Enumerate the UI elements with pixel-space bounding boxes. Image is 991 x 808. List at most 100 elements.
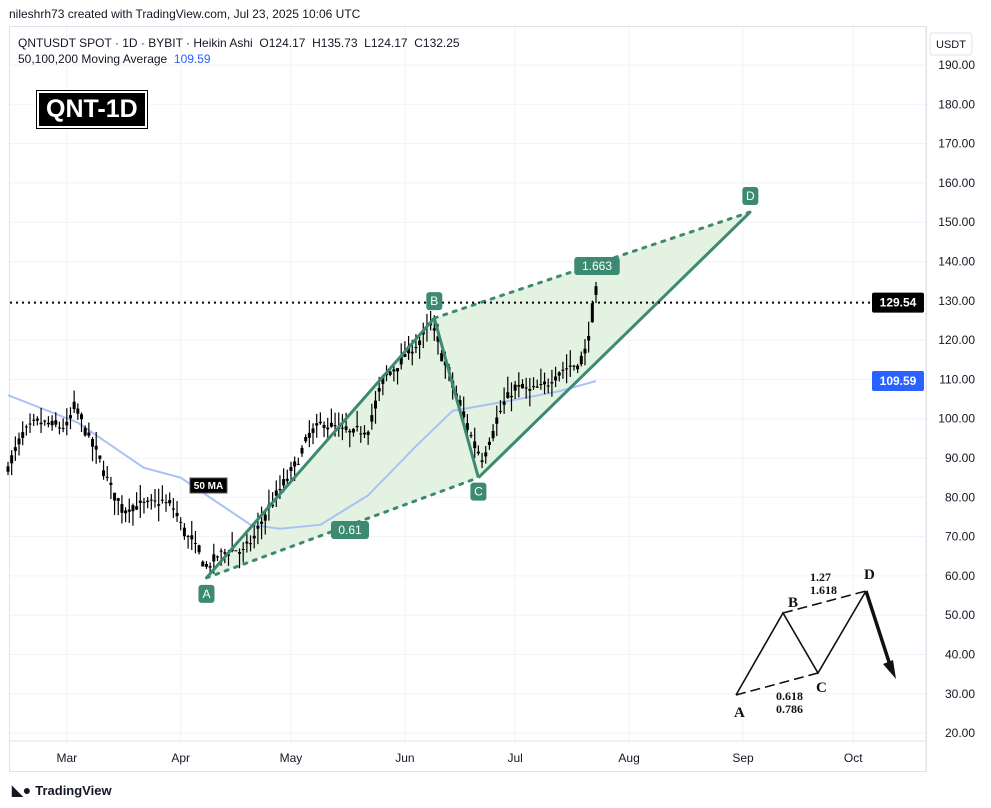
ma-legend-label[interactable]: 50,100,200 Moving Average — [18, 52, 168, 66]
pattern-leg[interactable] — [432, 317, 480, 479]
y-tick-label: 30.00 — [945, 687, 975, 701]
y-tick-label: 180.00 — [938, 97, 975, 111]
candle-body — [256, 526, 260, 529]
candle-body — [57, 427, 61, 429]
harmonic-pattern — [204, 210, 752, 580]
ma50-line — [7, 380, 597, 530]
candle-body — [135, 506, 139, 510]
candle-body — [517, 384, 521, 387]
ma-legend-value: 109.59 — [173, 52, 211, 66]
candle-body — [414, 346, 418, 349]
pattern-ratio-line[interactable] — [204, 476, 480, 580]
symbol-info[interactable]: QNTUSDT SPOT · 1D · BYBIT · Heikin Ashi — [18, 36, 253, 50]
candle-body — [359, 433, 363, 435]
y-tick-label: 110.00 — [939, 372, 975, 386]
candle-body — [590, 303, 594, 323]
point-label-d: D — [742, 186, 759, 205]
candle-body — [524, 387, 528, 389]
attribution: nileshrh73 created with TradingView.com,… — [9, 7, 361, 21]
candle-body — [6, 466, 10, 472]
candle-body — [315, 423, 319, 426]
svg-text:C: C — [474, 485, 483, 499]
candle-body — [282, 479, 286, 486]
svg-text:USDT: USDT — [936, 39, 966, 51]
candle-body — [521, 383, 524, 389]
candle-body — [594, 286, 598, 295]
candle-body — [94, 445, 98, 450]
candle-body — [300, 447, 304, 454]
candle-body — [201, 561, 205, 567]
inset-ratio: 0.786 — [776, 702, 803, 716]
candle-body — [149, 499, 153, 501]
candle-body — [554, 376, 558, 381]
price-axis[interactable]: 20.00 30.00 40.00 50.00 60.00 70.00 80.00 90.00… — [938, 58, 975, 740]
svg-text:129.54: 129.54 — [880, 296, 917, 310]
candle-body — [35, 418, 39, 421]
candle-body — [193, 542, 197, 544]
candle-body — [212, 554, 216, 562]
candle-body — [296, 463, 300, 465]
candle-body — [348, 430, 352, 433]
candle-body — [190, 535, 194, 540]
tradingview-logo[interactable]: ◣● TradingView — [12, 782, 112, 799]
candle-body — [80, 414, 83, 420]
candle-body — [550, 382, 554, 384]
inset-legs — [735, 590, 867, 696]
candle-body — [83, 427, 87, 436]
candle-body — [491, 431, 495, 439]
candle-body — [532, 386, 536, 388]
candle-body — [340, 427, 344, 429]
candle-body — [65, 421, 69, 426]
candle-body — [46, 422, 50, 425]
candle-body — [465, 423, 469, 431]
candle-body — [579, 355, 583, 365]
candle-body — [565, 368, 569, 370]
currency-button[interactable]: USDT — [929, 32, 973, 56]
candle-body — [72, 401, 76, 410]
y-tick-label: 40.00 — [945, 648, 975, 662]
inset-ratio: 1.27 — [810, 570, 831, 584]
candle-body — [392, 369, 396, 372]
candle-body — [124, 510, 128, 514]
x-tick-label: Aug — [618, 751, 639, 765]
y-tick-label: 80.00 — [945, 490, 975, 504]
candle-body — [377, 387, 381, 392]
candle-body — [263, 514, 267, 521]
candle-body — [204, 563, 208, 567]
candle-body — [304, 437, 308, 442]
candle-body — [21, 432, 25, 438]
current-price-label: 129.54 — [872, 292, 924, 313]
svg-text:B: B — [430, 294, 438, 308]
candle-body — [24, 426, 28, 428]
pattern-leg[interactable] — [477, 210, 752, 479]
candle-body — [399, 355, 403, 365]
candle-body — [13, 447, 17, 451]
candle-body — [513, 384, 517, 391]
candle-body — [50, 420, 54, 426]
candle-body — [572, 365, 576, 367]
y-tick-label: 160.00 — [938, 176, 975, 190]
candle-body — [410, 351, 414, 354]
candle-body — [403, 353, 407, 357]
tradingview-logo-text: TradingView — [35, 783, 112, 798]
candle-body — [109, 482, 113, 485]
candle-body — [557, 372, 561, 376]
candle-body — [153, 500, 157, 502]
candle-body — [480, 460, 484, 463]
ratio-label-ac: 0.61 — [331, 521, 369, 539]
candle-body — [274, 490, 278, 496]
candle-body — [436, 336, 440, 342]
candle-body — [381, 375, 385, 384]
pattern-leg[interactable] — [205, 317, 436, 579]
y-tick-label: 50.00 — [945, 608, 975, 622]
candle-body — [260, 521, 264, 524]
chart-legend: QNTUSDT SPOT · 1D · BYBIT · Heikin Ashi … — [18, 35, 460, 67]
time-axis[interactable]: Mar Apr May Jun Jul Aug Sep Oct — [56, 751, 863, 765]
candle-body — [318, 421, 322, 424]
candle-body — [502, 401, 506, 405]
candle-body — [54, 420, 58, 425]
candle-body — [168, 500, 172, 504]
candle-body — [105, 476, 109, 478]
grid — [10, 26, 926, 741]
